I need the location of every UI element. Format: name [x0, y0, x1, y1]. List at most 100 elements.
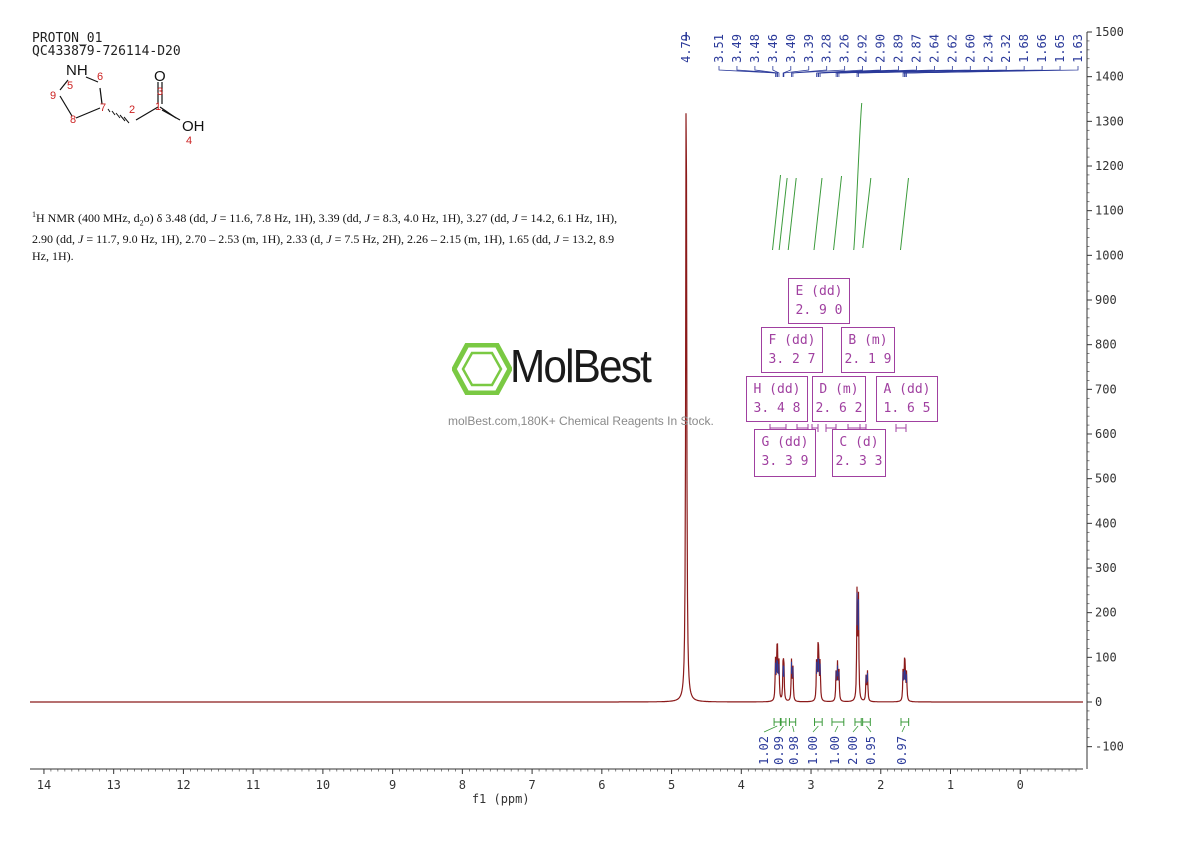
x-axis-title: f1 (ppm) — [472, 792, 530, 806]
peak-label: 3.39 — [802, 34, 816, 63]
hexagon-logo-icon — [451, 342, 513, 396]
integral-value: 0.97 — [895, 736, 909, 765]
x-tick-label: 11 — [246, 778, 260, 792]
multiplet-id-type: E (dd) — [795, 284, 843, 299]
peak-label-leader — [819, 66, 917, 77]
integral-curve — [833, 175, 843, 251]
peak-label: 3.49 — [730, 34, 744, 63]
atom-index-4: 4 — [186, 135, 193, 147]
peak-label-leader — [906, 66, 1079, 77]
y-tick-label: 1100 — [1095, 204, 1124, 218]
nmr-description: 1H NMR (400 MHz, d2o) δ 3.48 (dd, J = 11… — [32, 206, 632, 265]
y-tick-label: 200 — [1095, 606, 1117, 620]
spectrum-trace — [30, 113, 1083, 703]
multiplet-id-type: F (dd) — [768, 333, 816, 348]
y-tick-label: 700 — [1095, 382, 1117, 396]
integral-curve — [813, 177, 823, 251]
peak-label: 3.28 — [820, 34, 834, 63]
multiplet-shift: 2. 1 9 — [844, 352, 892, 367]
peak-label: 1.65 — [1053, 34, 1067, 63]
coupling-symbol: J — [554, 232, 560, 247]
coupling-symbol: J — [211, 211, 217, 225]
multiplet-label-b: B (m) 2. 1 9 — [841, 327, 895, 373]
multiplet-id-type: H (dd) — [753, 382, 801, 397]
integral-value: 2.00 — [846, 736, 860, 765]
x-tick-label: 12 — [176, 778, 190, 792]
y-tick-label: 100 — [1095, 650, 1117, 664]
y-tick-label: 1400 — [1095, 70, 1124, 84]
y-tick-label: 1500 — [1095, 25, 1124, 39]
multiplet-id-type: G (dd) — [761, 435, 809, 450]
y-tick-label: -100 — [1095, 740, 1124, 754]
peak-label-leader — [736, 66, 778, 77]
atom-index-7: 7 — [100, 102, 107, 114]
x-tick-label: 10 — [316, 778, 330, 792]
atom-index-3: 3 — [157, 86, 164, 98]
peak-label: 2.87 — [909, 34, 923, 63]
integral-curve — [862, 177, 872, 249]
multiplet-label-e: E (dd) 2. 9 0 — [788, 278, 850, 324]
peak-label-leader — [858, 66, 1007, 77]
x-tick-label: 2 — [877, 778, 884, 792]
y-tick-label: 400 — [1095, 516, 1117, 530]
coupling-symbol: J — [78, 232, 84, 247]
multiplet-label-a: A (dd) 1. 6 5 — [876, 376, 938, 422]
integral-leader — [866, 725, 872, 733]
experiment-name: PROTON_01 — [32, 31, 103, 46]
integral-curve — [899, 177, 909, 251]
nucleus-text: H NMR (400 MHz, d — [36, 211, 140, 225]
x-tick-label: 0 — [1017, 778, 1024, 792]
peak-label: 3.46 — [766, 34, 780, 63]
peak-label-leader — [718, 66, 776, 77]
y-tick-label: 1000 — [1095, 248, 1124, 262]
peak-label-leader — [791, 66, 828, 77]
y-tick-label: 0 — [1095, 695, 1102, 709]
integral-leader — [901, 725, 906, 733]
integral-curve — [778, 177, 788, 251]
multiplet-label-d: D (m) 2. 6 2 — [812, 376, 866, 422]
molbest-watermark: MolBest — [451, 340, 652, 400]
integral-curve — [853, 102, 863, 251]
peak-label: 1.63 — [1071, 34, 1085, 63]
atom-hydroxyl: OH — [182, 118, 205, 135]
solvent-subscript: 2 — [139, 218, 144, 228]
integral-value: 1.00 — [828, 736, 842, 765]
y-tick-label: 1300 — [1095, 114, 1124, 128]
multiplet-shift: 2. 3 3 — [835, 454, 883, 469]
x-tick-label: 13 — [106, 778, 120, 792]
integral-value: 0.99 — [772, 736, 786, 765]
molecule-structure — [59, 76, 181, 124]
coupling-symbol: J — [512, 211, 518, 225]
coupling-symbol: J — [364, 211, 370, 225]
multiplet-label-g: G (dd) 3. 3 9 — [754, 429, 816, 477]
multiplet-shift: 3. 2 7 — [768, 352, 816, 367]
multiplet-shift: 2. 6 2 — [815, 401, 863, 416]
peak-label-leader — [792, 66, 846, 77]
peak-label: 1.68 — [1017, 34, 1031, 63]
multiplet-id-type: B (m) — [848, 333, 888, 348]
peak-label: 2.32 — [999, 34, 1013, 63]
solvent-tail: o) δ 3.48 (dd, — [143, 211, 212, 225]
multiplet-shift: 2. 9 0 — [795, 303, 843, 318]
watermark-brand: MolBest — [510, 340, 652, 392]
integral-value: 0.98 — [787, 736, 801, 765]
integral-leader — [763, 725, 778, 733]
atom-index-6: 6 — [97, 71, 104, 83]
peak-label: 2.60 — [963, 34, 977, 63]
multiplet-label-f: F (dd) 3. 2 7 — [761, 327, 823, 373]
multiplet-shift: 3. 3 9 — [761, 454, 809, 469]
x-tick-label: 4 — [738, 778, 745, 792]
atom-index-8: 8 — [70, 114, 77, 126]
x-tick-label: 1 — [947, 778, 954, 792]
integral-value: 1.02 — [757, 736, 771, 765]
multiplet-id-type: C (d) — [839, 435, 879, 450]
x-tick-label: 5 — [668, 778, 675, 792]
integral-leader — [812, 725, 819, 733]
peak-label-leader — [838, 66, 971, 77]
y-tick-label: 800 — [1095, 338, 1117, 352]
peak-label: 1.66 — [1035, 34, 1049, 63]
nmr-description-body: J = 11.6, 7.8 Hz, 1H), 3.39 (dd, J = 8.3… — [32, 211, 618, 264]
integral-leader — [834, 725, 839, 733]
